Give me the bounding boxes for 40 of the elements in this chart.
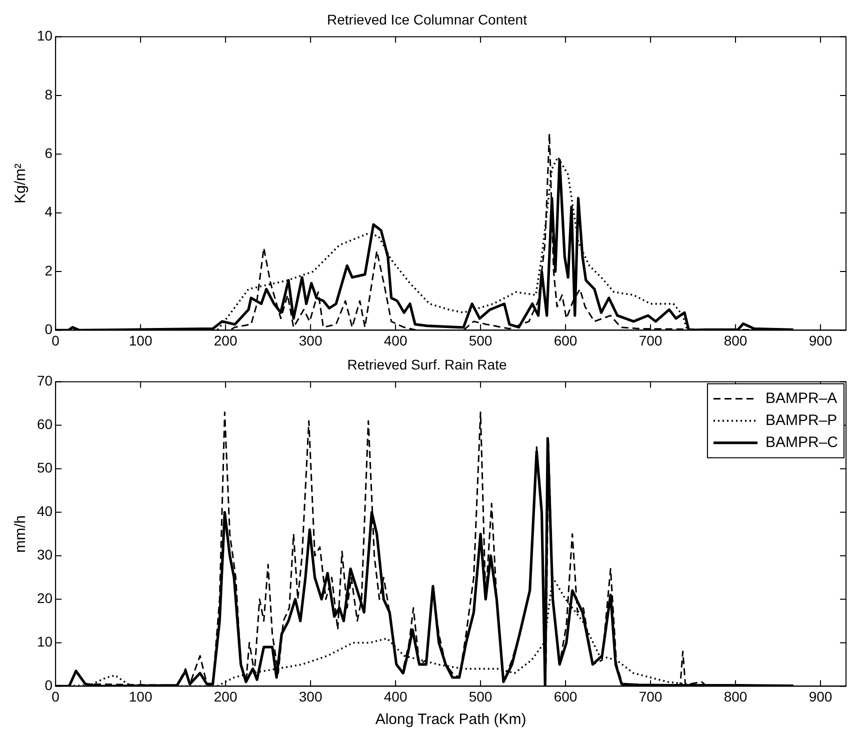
y-tick-label: 10 — [36, 634, 53, 650]
y-tick-label: 20 — [36, 590, 53, 606]
legend-label: BAMPR–A — [765, 390, 838, 407]
y-tick-label: 2 — [44, 262, 53, 278]
x-tick-label: 900 — [808, 332, 832, 348]
y-axis-title: Kg/m² — [12, 163, 30, 204]
y-tick-label: 10 — [36, 28, 53, 44]
x-tick-label: 800 — [724, 688, 748, 704]
x-tick-label: 800 — [724, 332, 748, 348]
chart-title: Retrieved Surf. Rain Rate — [347, 356, 507, 372]
legend-label: BAMPR–P — [765, 412, 838, 429]
x-tick-label: 900 — [808, 688, 832, 704]
x-tick-label: 700 — [638, 688, 662, 704]
x-tick-label: 400 — [384, 688, 408, 704]
y-tick-label: 60 — [36, 416, 53, 432]
legend-label: BAMPR–C — [765, 434, 838, 451]
y-tick-label: 30 — [36, 546, 53, 563]
y-tick-label: 0 — [44, 677, 53, 694]
x-tick-label: 200 — [214, 688, 238, 704]
chart-title: Retrieved Ice Columnar Content — [327, 11, 528, 28]
x-axis-title: Along Track Path (Km) — [375, 711, 526, 728]
y-tick-label: 40 — [36, 503, 53, 520]
y-tick-label: 4 — [44, 204, 53, 220]
y-tick-label: 0 — [44, 321, 53, 338]
y-tick-label: 50 — [36, 460, 53, 476]
x-tick-label: 100 — [128, 332, 152, 348]
x-tick-label: 300 — [298, 688, 322, 704]
y-tick-label: 6 — [44, 145, 53, 162]
x-tick-label: 400 — [384, 332, 408, 348]
x-tick-label: 600 — [554, 688, 578, 704]
x-tick-label: 100 — [128, 688, 152, 704]
y-tick-label: 8 — [44, 86, 53, 102]
x-tick-label: 200 — [214, 332, 238, 348]
x-tick-label: 500 — [468, 688, 492, 704]
y-tick-label: 70 — [36, 372, 53, 389]
x-tick-label: 600 — [554, 332, 578, 348]
x-tick-label: 500 — [468, 332, 492, 348]
x-tick-label: 300 — [298, 332, 322, 348]
y-axis-title: mm/h — [12, 515, 30, 553]
x-tick-label: 700 — [638, 332, 662, 348]
